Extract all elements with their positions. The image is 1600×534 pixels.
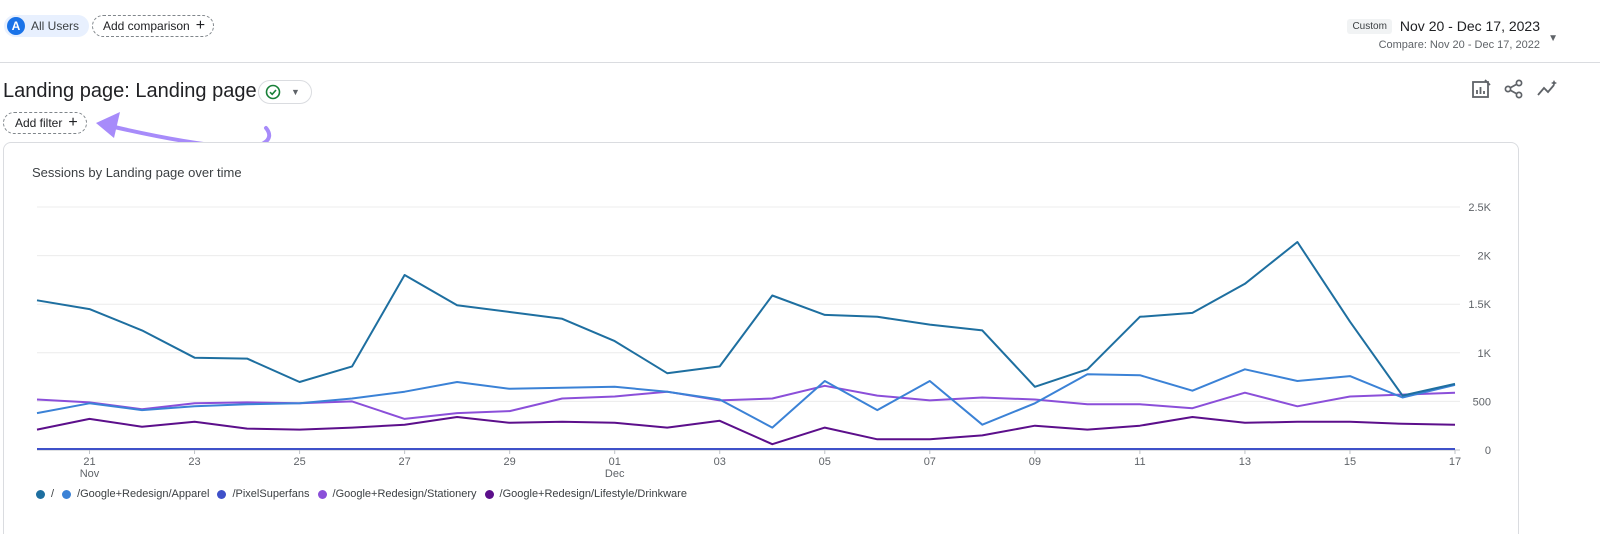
x-tick-sublabel: Nov <box>80 468 100 480</box>
add-comparison-button[interactable]: Add comparison + <box>92 15 215 37</box>
chart-edit-icon[interactable] <box>1470 78 1492 100</box>
segment-label: All Users <box>31 19 80 33</box>
x-tick-label: 23 <box>188 456 200 468</box>
x-tick-label: 17 <box>1449 456 1461 468</box>
legend-item[interactable]: /Google+Redesign/Lifestyle/Drinkware <box>484 488 687 500</box>
chart-legend: / /Google+Redesign/Apparel/PixelSuperfans… <box>36 488 695 500</box>
series-line[interactable] <box>36 416 1456 446</box>
add-filter-label: Add filter <box>15 116 63 130</box>
x-tick-label: 05 <box>819 456 831 468</box>
checkmark-icon <box>265 84 281 100</box>
x-tick-label: 27 <box>399 456 411 468</box>
plus-icon: + <box>195 17 206 34</box>
legend-label: /Google+Redesign/Lifestyle/Drinkware <box>499 488 687 500</box>
legend-label: /Google+Redesign/Stationery <box>332 488 477 500</box>
x-tick-label: 03 <box>714 456 726 468</box>
legend-label: / <box>51 488 55 500</box>
y-tick-label: 2K <box>1478 251 1492 263</box>
chart-title: Sessions by Landing page over time <box>32 165 242 180</box>
x-tick-label: 25 <box>293 456 305 468</box>
add-comparison-label: Add comparison <box>103 19 190 33</box>
x-tick-label: 29 <box>504 456 516 468</box>
legend-label: /PixelSuperfans <box>232 488 310 500</box>
x-tick-label: 15 <box>1344 456 1356 468</box>
legend-swatch <box>217 489 227 499</box>
y-axis-ticks: 0 500 1K 1.5K 2K 2.5K <box>1468 202 1491 457</box>
add-filter-button[interactable]: Add filter + <box>3 112 87 134</box>
compare-range-text: Compare: Nov 20 - Dec 17, 2022 <box>1378 39 1540 51</box>
caret-down-icon[interactable]: ▼ <box>1548 33 1558 44</box>
share-icon[interactable] <box>1503 78 1525 100</box>
plus-icon: + <box>68 114 78 131</box>
legend-swatch <box>36 489 45 499</box>
legend-item[interactable]: /PixelSuperfans <box>217 488 310 500</box>
y-tick-label: 0 <box>1485 445 1491 457</box>
y-tick-label: 1K <box>1478 348 1492 360</box>
x-tick-label: 01 <box>609 456 621 468</box>
y-tick-label: 500 <box>1473 396 1491 408</box>
x-tick-label: 21 <box>83 456 95 468</box>
date-range-text: Nov 20 - Dec 17, 2023 <box>1399 18 1540 34</box>
page-title: Landing page: Landing page <box>3 80 257 102</box>
legend-swatch <box>484 489 494 499</box>
legend-item[interactable]: /Google+Redesign/Stationery <box>317 488 477 500</box>
report-status-dropdown[interactable]: ▼ <box>258 80 312 104</box>
legend-item[interactable]: /Google+Redesign/Apparel <box>62 488 209 500</box>
x-tick-label: 07 <box>924 456 936 468</box>
y-tick-label: 2.5K <box>1468 202 1491 214</box>
x-tick-sublabel: Dec <box>605 468 625 480</box>
x-tick-label: 13 <box>1239 456 1251 468</box>
segment-chip-all-users[interactable]: A All Users <box>4 15 90 37</box>
top-bar: A All Users Add comparison + Custom Nov … <box>0 0 1600 63</box>
legend-item[interactable]: / <box>36 488 54 500</box>
caret-down-icon: ▼ <box>291 87 300 97</box>
legend-swatch <box>62 489 72 499</box>
legend-label: /Google+Redesign/Apparel <box>77 488 210 500</box>
insights-icon[interactable] <box>1536 78 1558 100</box>
chart-series <box>36 241 1456 450</box>
x-tick-label: 11 <box>1134 456 1145 468</box>
x-tick-label: 09 <box>1029 456 1041 468</box>
series-line[interactable] <box>36 241 1456 397</box>
series-line[interactable] <box>36 368 1456 429</box>
y-tick-label: 1.5K <box>1468 299 1491 311</box>
custom-badge: Custom <box>1347 18 1392 34</box>
legend-swatch <box>317 489 327 499</box>
date-range-picker[interactable]: Custom Nov 20 - Dec 17, 2023 Compare: No… <box>1347 18 1540 51</box>
segment-avatar: A <box>7 17 25 35</box>
